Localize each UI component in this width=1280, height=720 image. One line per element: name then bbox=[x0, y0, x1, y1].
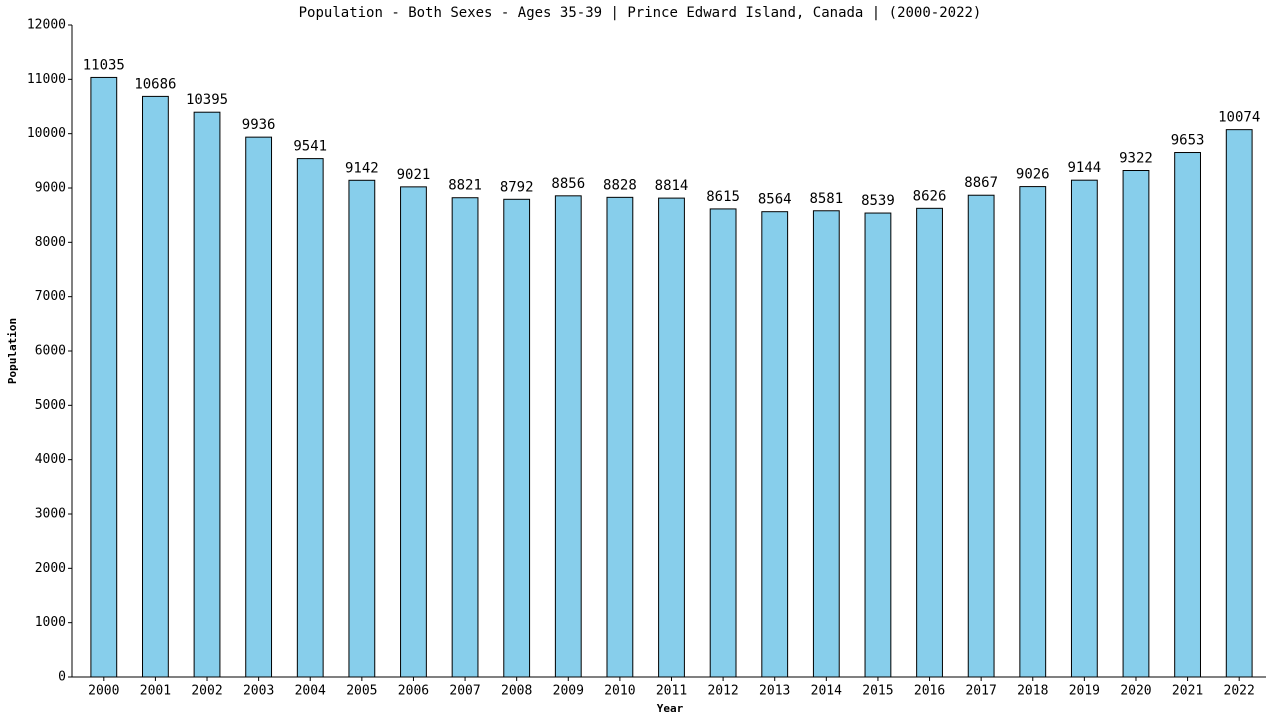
bar bbox=[348, 179, 376, 678]
y-tick-label: 9000 bbox=[35, 181, 66, 196]
bar bbox=[554, 195, 582, 678]
y-tick-label: 10000 bbox=[27, 126, 66, 141]
chart-title: Population - Both Sexes - Ages 35-39 | P… bbox=[299, 5, 982, 21]
y-tick-label: 6000 bbox=[35, 344, 66, 359]
x-tick-label: 2009 bbox=[553, 684, 584, 699]
bar bbox=[1174, 152, 1201, 678]
x-tick-label: 2018 bbox=[1017, 684, 1048, 699]
y-tick-label: 8000 bbox=[35, 235, 66, 250]
value-label: 9541 bbox=[293, 139, 327, 155]
bar bbox=[1122, 170, 1150, 678]
bar bbox=[90, 76, 118, 678]
x-tick-label: 2011 bbox=[656, 684, 687, 699]
y-tick-label: 11000 bbox=[27, 72, 66, 87]
value-label: 9144 bbox=[1068, 160, 1102, 176]
x-tick-label: 2002 bbox=[191, 684, 222, 699]
bar bbox=[761, 211, 789, 678]
value-label: 9021 bbox=[397, 167, 431, 183]
x-axis-label: Year bbox=[657, 702, 684, 715]
value-label: 8539 bbox=[861, 193, 895, 209]
y-tick-label: 4000 bbox=[35, 452, 66, 467]
x-tick-label: 2007 bbox=[449, 684, 480, 699]
x-tick-label: 2022 bbox=[1224, 684, 1255, 699]
value-label: 8615 bbox=[706, 189, 740, 205]
value-label: 10395 bbox=[186, 92, 228, 108]
value-label: 10686 bbox=[134, 76, 176, 92]
y-tick-label: 1000 bbox=[35, 615, 66, 630]
x-tick-label: 2005 bbox=[346, 684, 377, 699]
bar bbox=[1225, 129, 1253, 678]
bar bbox=[142, 95, 169, 678]
x-tick-label: 2016 bbox=[914, 684, 945, 699]
x-tick-label: 2017 bbox=[965, 684, 996, 699]
bar bbox=[1070, 179, 1098, 678]
x-tick-label: 2003 bbox=[243, 684, 274, 699]
value-label: 8814 bbox=[655, 178, 689, 194]
x-tick-label: 2021 bbox=[1172, 684, 1203, 699]
y-tick-label: 3000 bbox=[35, 507, 66, 522]
bar bbox=[193, 111, 221, 678]
x-tick-label: 2001 bbox=[140, 684, 171, 699]
y-tick-label: 12000 bbox=[27, 18, 66, 33]
bar bbox=[864, 212, 892, 678]
y-tick-label: 0 bbox=[58, 670, 66, 685]
x-tick-label: 2010 bbox=[604, 684, 635, 699]
value-label: 9936 bbox=[242, 117, 276, 133]
bar bbox=[451, 197, 479, 678]
value-label: 8856 bbox=[551, 176, 585, 192]
x-tick-label: 2015 bbox=[862, 684, 893, 699]
bar bbox=[916, 207, 943, 678]
value-label: 9322 bbox=[1119, 151, 1153, 167]
x-tick-label: 2012 bbox=[707, 684, 738, 699]
bar bbox=[812, 210, 840, 678]
value-label: 8792 bbox=[500, 179, 534, 195]
value-label: 8828 bbox=[603, 177, 637, 193]
x-tick-label: 2006 bbox=[398, 684, 429, 699]
bar bbox=[400, 186, 427, 678]
value-label: 8867 bbox=[964, 175, 998, 191]
y-tick-label: 7000 bbox=[35, 289, 66, 304]
value-label: 8581 bbox=[809, 191, 843, 207]
bar bbox=[1019, 186, 1047, 678]
value-label: 8626 bbox=[913, 188, 947, 204]
value-label: 9142 bbox=[345, 160, 379, 176]
y-tick-label: 2000 bbox=[35, 561, 66, 576]
bar bbox=[709, 208, 737, 678]
value-label: 8821 bbox=[448, 178, 482, 194]
value-label: 10074 bbox=[1218, 110, 1260, 126]
y-tick-label: 5000 bbox=[35, 398, 66, 413]
x-tick-label: 2014 bbox=[811, 684, 842, 699]
bar bbox=[503, 198, 531, 678]
x-tick-label: 2013 bbox=[759, 684, 790, 699]
x-tick-label: 2020 bbox=[1120, 684, 1151, 699]
bar bbox=[967, 194, 995, 678]
value-label: 8564 bbox=[758, 192, 792, 208]
bar bbox=[658, 197, 685, 678]
x-tick-label: 2000 bbox=[88, 684, 119, 699]
bar bbox=[606, 196, 634, 678]
value-label: 9026 bbox=[1016, 167, 1050, 183]
x-tick-label: 2004 bbox=[295, 684, 326, 699]
value-label: 11035 bbox=[83, 57, 125, 73]
bar bbox=[296, 158, 324, 678]
value-label: 9653 bbox=[1171, 133, 1205, 149]
x-tick-label: 2019 bbox=[1069, 684, 1100, 699]
y-axis-label: Population bbox=[6, 318, 19, 384]
bar bbox=[245, 136, 273, 678]
x-tick-label: 2008 bbox=[501, 684, 532, 699]
